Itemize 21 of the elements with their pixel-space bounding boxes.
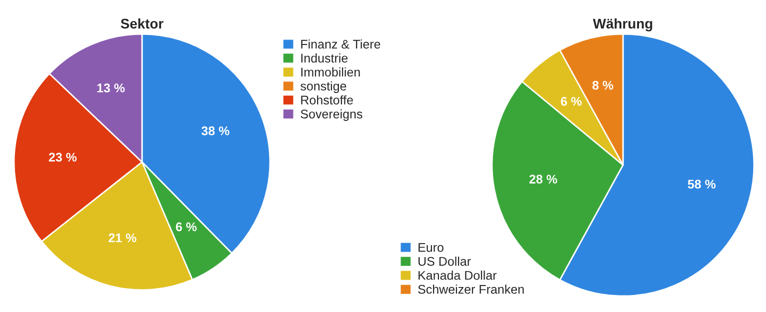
data-label: 6 % <box>560 96 582 106</box>
data-label: 58 % <box>688 180 716 189</box>
data-label: 23 % <box>48 152 77 162</box>
legend-label: Schweizer Franken <box>418 284 524 294</box>
chart-title: Sektor <box>120 18 164 29</box>
data-label: 6 % <box>176 222 197 232</box>
legend-label: Finanz & Tiere <box>301 39 380 49</box>
legend-label: Industrie <box>301 53 348 63</box>
legend-label: Kanada Dollar <box>418 270 497 280</box>
legend-label: sonstige <box>300 81 346 93</box>
data-label: 28 % <box>529 174 558 184</box>
legend-label: Rohstoffe <box>301 95 353 104</box>
legend-label: Sovereigns <box>300 109 362 121</box>
legend-label: Immobilien <box>301 67 360 77</box>
chart-title: Währung <box>592 18 652 32</box>
data-label: 38 % <box>201 126 230 136</box>
legend-label: Euro <box>418 243 444 252</box>
data-label: 8 % <box>592 80 614 90</box>
legend-label: US Dollar <box>418 256 471 266</box>
data-label: 13 % <box>97 84 125 92</box>
data-label: 21 % <box>108 233 136 242</box>
